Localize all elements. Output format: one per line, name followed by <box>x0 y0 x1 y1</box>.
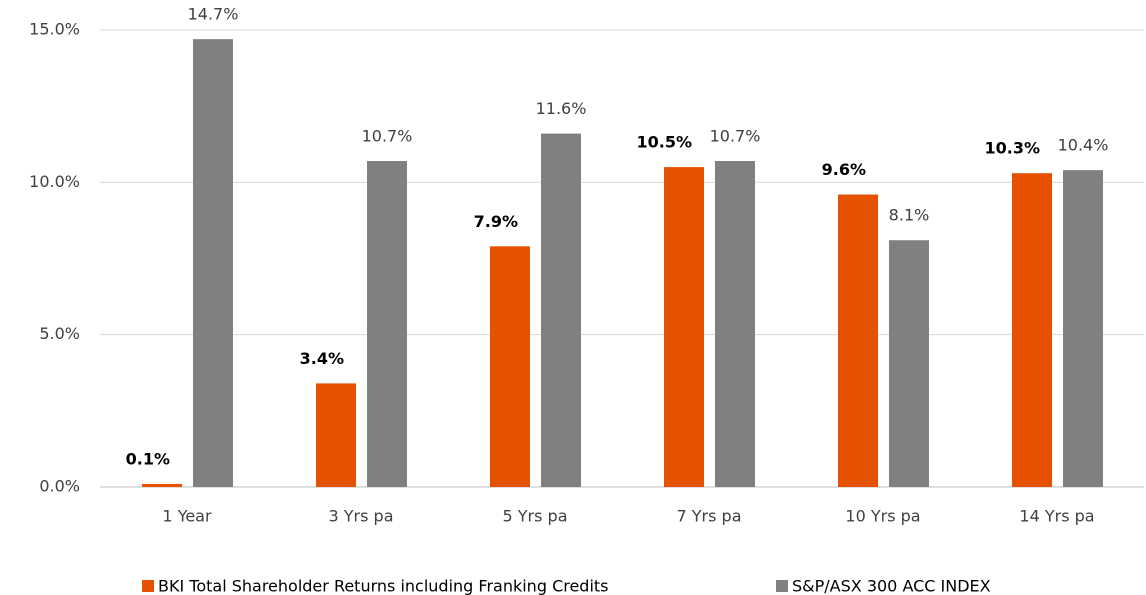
data-label: 10.4% <box>1058 136 1109 155</box>
bar <box>664 167 704 487</box>
y-tick-label: 0.0% <box>39 477 80 496</box>
bar <box>541 133 581 487</box>
data-label: 9.6% <box>822 160 866 179</box>
data-label: 10.7% <box>710 127 761 146</box>
x-tick-label: 5 Yrs pa <box>503 507 568 526</box>
bar <box>316 383 356 487</box>
bar <box>367 161 407 488</box>
x-tick-label: 10 Yrs pa <box>845 507 920 526</box>
bar <box>715 161 755 488</box>
data-label: 7.9% <box>474 212 518 231</box>
legend-label: S&P/ASX 300 ACC INDEX <box>792 577 991 595</box>
data-label: 10.5% <box>636 133 692 152</box>
x-tick-label: 1 Year <box>162 507 212 526</box>
bar <box>1012 173 1052 487</box>
bar <box>889 240 929 487</box>
legend-swatch <box>776 580 788 592</box>
data-label: 8.1% <box>889 206 930 225</box>
data-label: 3.4% <box>300 349 344 368</box>
data-label: 0.1% <box>126 449 170 468</box>
bar <box>490 246 530 487</box>
legend-label: BKI Total Shareholder Returns including … <box>158 577 609 595</box>
bar <box>838 194 878 487</box>
bar <box>1063 170 1103 487</box>
data-label: 14.7% <box>188 5 239 24</box>
x-tick-label: 3 Yrs pa <box>329 507 394 526</box>
bar <box>142 483 182 487</box>
data-label: 10.3% <box>984 139 1040 158</box>
legend-swatch <box>142 580 154 592</box>
data-label: 11.6% <box>536 99 587 118</box>
x-tick-label: 7 Yrs pa <box>677 507 742 526</box>
data-label: 10.7% <box>362 127 413 146</box>
x-tick-label: 14 Yrs pa <box>1019 507 1094 526</box>
bar <box>193 39 233 487</box>
y-tick-label: 10.0% <box>29 172 80 191</box>
y-tick-label: 15.0% <box>29 20 80 39</box>
y-tick-label: 5.0% <box>39 324 80 343</box>
